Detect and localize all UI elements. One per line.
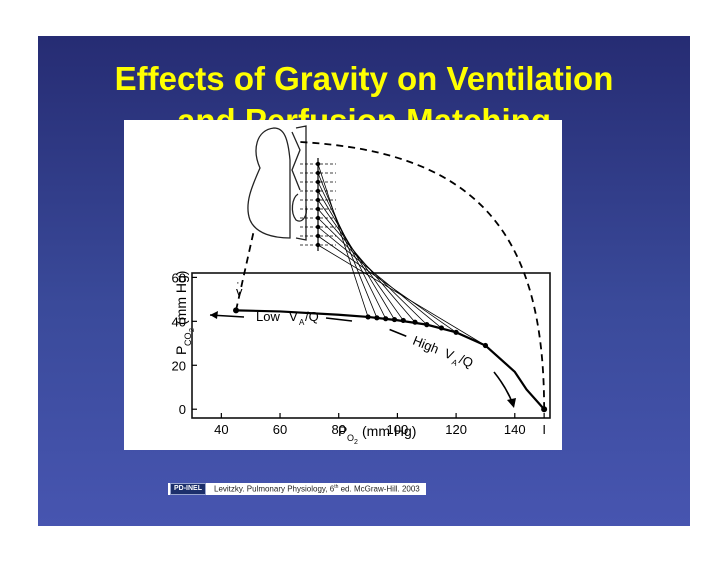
citation-tail: ed. McGraw-Hill. 2003 xyxy=(338,484,420,494)
x-axis-label: P O 2 (mm Hg) xyxy=(338,423,416,446)
y-tick-label: 0 xyxy=(179,402,186,417)
lung-drawing xyxy=(247,125,308,241)
y-axis-label: P CO 2 (mm Hg) xyxy=(173,271,196,355)
vq-points xyxy=(233,307,548,413)
figure-svg: 40 60 80 100 120 140 I 0 20 40 60 Low V A /Q High … xyxy=(172,125,551,446)
high-label: High xyxy=(411,333,441,357)
x-tick-label: 100 xyxy=(387,422,409,437)
x-tick-label: 80 xyxy=(331,422,345,437)
y-tick-label: 20 xyxy=(172,358,186,373)
y-axis-unit: (mm Hg) xyxy=(173,271,189,325)
x-tick-label: 120 xyxy=(445,422,467,437)
y-tick-label: 40 xyxy=(172,314,186,329)
vq-point xyxy=(365,314,371,320)
vq-point xyxy=(482,342,489,349)
vq-point xyxy=(438,325,445,331)
low-v-label: V xyxy=(289,309,298,324)
low-q-label: /Q xyxy=(305,309,319,324)
v-bar-label: v xyxy=(236,284,243,299)
vq-point xyxy=(383,316,389,322)
vq-point xyxy=(424,322,430,328)
mixed-venous-point xyxy=(233,307,240,314)
vq-point xyxy=(412,319,418,325)
x-tick-label: 40 xyxy=(214,422,228,437)
y-tick-label: 60 xyxy=(172,270,186,285)
region-connector xyxy=(317,226,442,329)
y-axis-p: P xyxy=(173,346,189,355)
low-a-sub: A xyxy=(299,318,305,327)
vq-point xyxy=(400,317,406,324)
high-vaq-arrow xyxy=(493,371,513,403)
license-badge-icon: PD-INEL xyxy=(170,483,206,495)
region-connector xyxy=(317,172,378,318)
low-vaq-annotation: Low V A /Q xyxy=(209,309,353,327)
gravity-vq-figure: 40 60 80 100 120 140 I 0 20 40 60 Low V A /Q High … xyxy=(124,120,562,450)
x-tick-label: 140 xyxy=(504,422,526,437)
title-line-1: Effects of Gravity on Ventilation xyxy=(114,60,614,97)
x-axis-sub: O xyxy=(347,433,354,443)
high-vaq-arrowhead xyxy=(507,398,516,408)
x-tick-label: 60 xyxy=(273,422,287,437)
inspired-point xyxy=(541,406,548,413)
region-connector xyxy=(317,244,486,346)
low-label: Low xyxy=(256,309,280,324)
v-bar-dot: · xyxy=(236,277,240,289)
vq-curve xyxy=(235,309,545,410)
x-axis-sub2: 2 xyxy=(354,439,358,446)
vq-point xyxy=(374,315,380,321)
x-axis-unit: (mm Hg) xyxy=(362,423,416,439)
vq-point xyxy=(453,329,459,335)
region-connector xyxy=(317,163,369,318)
axis-ticks: 40 60 80 100 120 140 I 0 20 40 60 xyxy=(172,270,546,437)
high-vaq-annotation: High V A /Q xyxy=(389,328,475,371)
vq-point xyxy=(391,316,398,323)
region-connector xyxy=(317,181,387,319)
x-axis-p: P xyxy=(338,423,347,439)
y-axis-sub2: 2 xyxy=(189,328,196,332)
citation-text: Levitzky. Pulmonary Physiology, 6th ed. … xyxy=(214,484,420,494)
region-connector xyxy=(317,235,457,333)
citation-bar: PD-INEL Levitzky. Pulmonary Physiology, … xyxy=(168,483,426,495)
y-axis-sub: CO xyxy=(183,333,193,347)
x-tick-label: I xyxy=(542,422,546,437)
citation-main: Levitzky. Pulmonary Physiology, 6 xyxy=(214,484,335,494)
dashed-left-line xyxy=(235,229,255,311)
dashed-outer-curve xyxy=(299,141,546,410)
plot-frame xyxy=(191,272,551,419)
high-q-label: /Q xyxy=(457,351,475,370)
citation-sup: th xyxy=(334,484,339,491)
region-connector-lines xyxy=(317,163,486,346)
high-a-sub: A xyxy=(450,358,459,369)
